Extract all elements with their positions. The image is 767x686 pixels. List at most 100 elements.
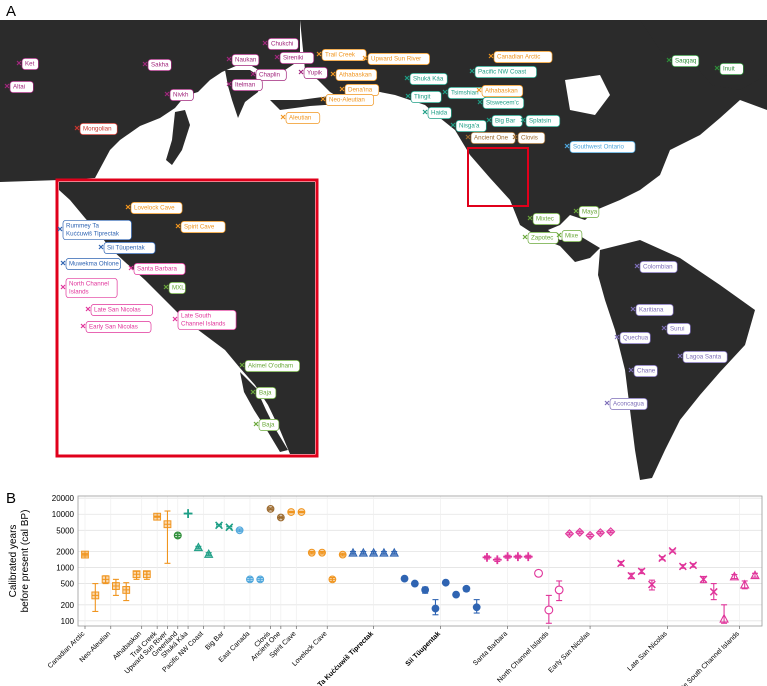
data-point (164, 520, 171, 528)
map-label-16-line0: Aleutian (289, 115, 312, 122)
map-label-box (410, 91, 442, 103)
data-point (658, 554, 667, 563)
panel-letter-a: A (6, 3, 16, 20)
map-marker-43 (604, 400, 610, 406)
map-label-box (639, 261, 678, 273)
map-marker-42 (628, 367, 634, 373)
map-marker-40 (614, 334, 620, 340)
inset-label-2-line1: Kuċċuwiš Tiprectak (66, 231, 120, 238)
inset-label-7-line0: MXL (172, 285, 185, 292)
map-labels-layer: Ket Altai Sakha Nivkh Mongolian Chukchi Naukan… (4, 38, 744, 410)
inset-label-1-line0: Spirit Cave (184, 224, 215, 231)
data-point (348, 547, 358, 557)
map-label-26-line0: Stswecem'c (486, 100, 519, 107)
map-label-box (79, 123, 118, 135)
data-point (523, 552, 533, 562)
map-label-box (321, 49, 367, 61)
data-point (174, 532, 182, 539)
map-label-box (671, 55, 700, 67)
data-point (699, 575, 708, 584)
data-point (595, 528, 605, 538)
map-marker-14 (339, 86, 345, 92)
map-label-3-line0: Nivkh (173, 92, 189, 99)
panel-letter-b: B (6, 490, 16, 507)
map-label-13-line0: Athabaskan (339, 72, 372, 79)
map-label-box (561, 230, 583, 242)
y-tick-label: 5000 (56, 526, 74, 535)
inset-label-11-line0: Akimel O'odham (248, 363, 293, 370)
map-label-34-line0: Maya (582, 209, 598, 216)
inset-label-box (65, 277, 118, 299)
land-japan (166, 110, 190, 165)
map-marker-9 (298, 69, 304, 75)
map-marker-21 (469, 68, 475, 74)
inset-label-box (255, 387, 277, 399)
data-point (112, 582, 120, 590)
inset-label-8-line0: Late San Nicolas (94, 307, 141, 314)
data-point (617, 559, 625, 568)
data-point (81, 551, 89, 558)
map-label-36-line0: Mixe (565, 233, 579, 240)
chart-marks (81, 504, 760, 624)
map-label-box (303, 67, 328, 79)
map-marker-0 (16, 60, 22, 66)
data-point (102, 575, 110, 583)
map-marker-4 (74, 125, 80, 131)
data-point (564, 529, 575, 539)
x-tick-label: Sii Tüupentak (405, 630, 442, 667)
map-label-box (169, 89, 194, 101)
map-marker-24 (476, 87, 482, 93)
map-label-box (455, 120, 487, 132)
inset-marker-3 (98, 244, 104, 250)
map-label-box (147, 59, 172, 71)
map-marker-27 (450, 122, 456, 128)
map-label-box (255, 69, 287, 81)
map-label-box (527, 232, 559, 244)
map-label-box (21, 58, 39, 70)
map-marker-32 (564, 143, 570, 149)
data-point (606, 527, 616, 537)
inset-marker-8 (85, 306, 91, 312)
inset-label-6-line1: Islands (69, 289, 89, 296)
map-marker-41 (677, 353, 683, 359)
x-tick-label: Rummey Ta Kuċċuwiš Tiprectak (295, 630, 375, 686)
land-eurasia (0, 20, 300, 182)
map-marker-3 (164, 91, 170, 97)
locator-box (467, 147, 529, 207)
inset-label-9-line0: Early San Nicolas (89, 324, 138, 331)
map-label-box (9, 81, 34, 93)
map-marker-16 (280, 114, 286, 120)
map-label-38-line0: Karitiana (639, 307, 664, 314)
map-label-28-line0: Big Bar (495, 118, 515, 125)
map-label-9-line0: Yupik (307, 70, 323, 77)
data-point (278, 514, 284, 521)
map-marker-19 (714, 65, 720, 71)
map-label-box (609, 398, 648, 410)
map-marker-18 (666, 57, 672, 63)
data-point (91, 592, 99, 599)
map-label-19-line0: Inuit (723, 66, 735, 73)
map-label-15-line0: Neo-Aleutian (329, 97, 365, 104)
inset-label-box (90, 304, 153, 316)
map-marker-1 (4, 83, 10, 89)
map-marker-28 (486, 117, 492, 123)
map-label-box (367, 53, 430, 65)
inset-label-box (168, 282, 186, 294)
inset-marker-1 (175, 223, 181, 229)
data-point (379, 547, 389, 557)
map-label-box (474, 66, 537, 78)
inset-label-box (65, 258, 121, 270)
data-point (585, 530, 595, 541)
map-label-4-line0: Mongolian (83, 126, 112, 133)
y-tick-label: 1000 (56, 564, 74, 573)
map-label-box (409, 73, 448, 85)
map-marker-23 (442, 89, 448, 95)
data-point (143, 570, 151, 578)
inset-marker-2 (57, 226, 63, 232)
inset-label-box (133, 263, 186, 275)
map-marker-29 (520, 117, 526, 123)
map-label-box (267, 38, 299, 50)
map-marker-34 (573, 208, 579, 214)
data-point (431, 604, 440, 613)
map-label-box (619, 332, 651, 344)
